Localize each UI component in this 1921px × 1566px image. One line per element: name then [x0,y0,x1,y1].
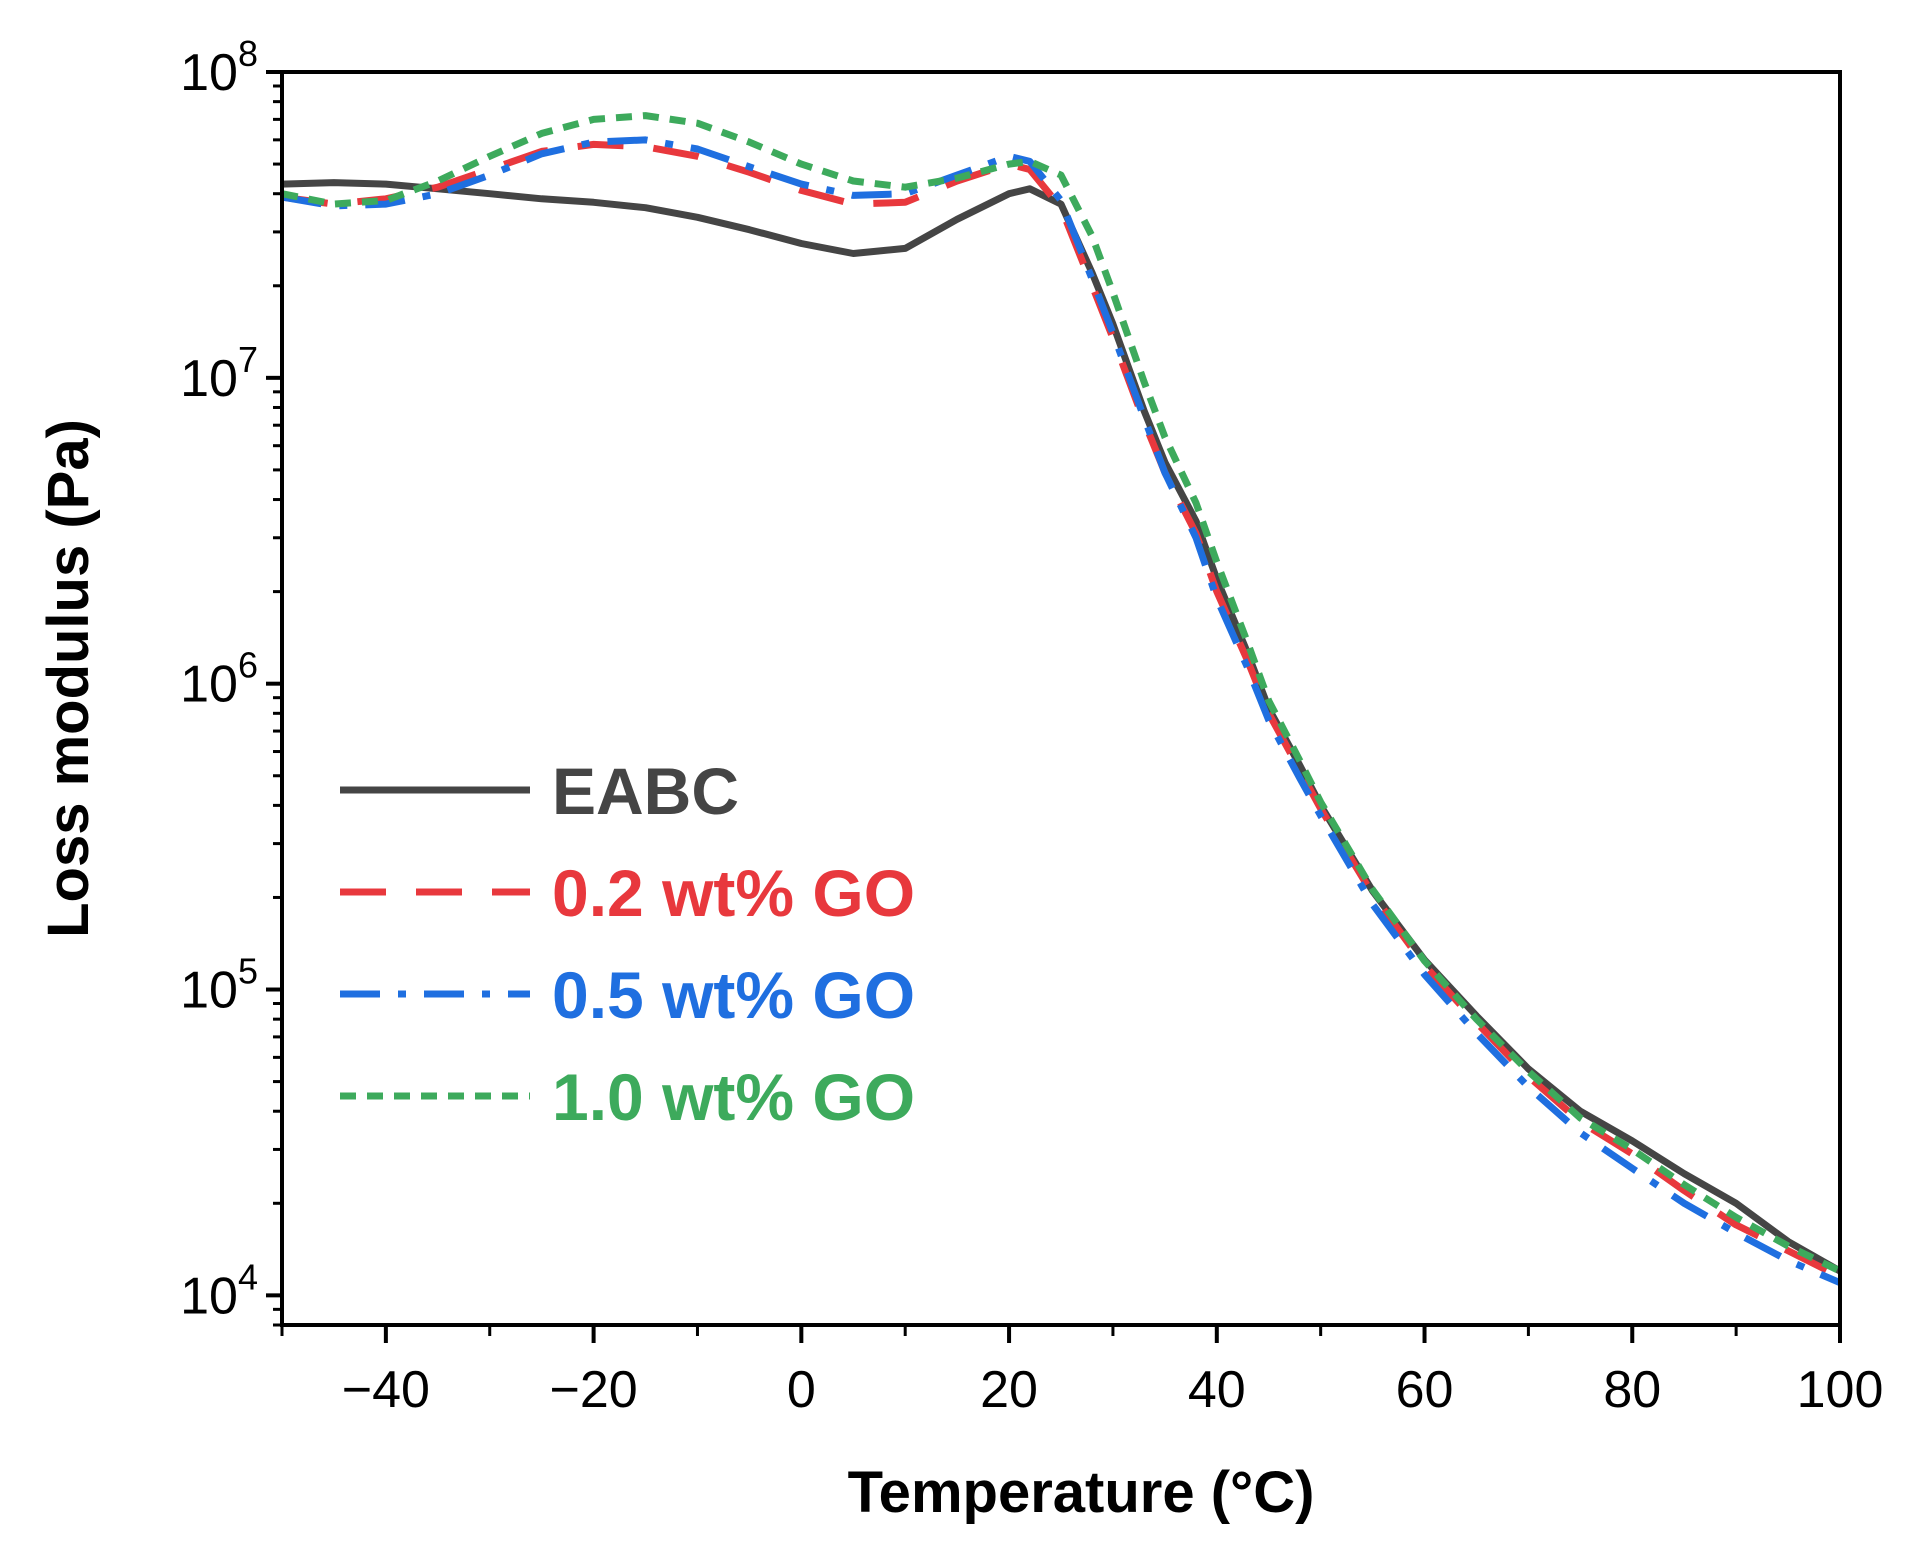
legend: EABC 0.2 wt% GO 0.5 wt% GO 1.0 wt% GO [340,754,915,1134]
x-tick-label: 80 [1603,1361,1661,1419]
tick-layer: −40 −20 0 20 40 60 80 100 104 105 106 107 108 [180,33,1883,1419]
y-tick-label: 107 [180,339,258,408]
legend-label-3: 0.5 wt% GO [552,958,915,1032]
x-tick-label: 20 [980,1361,1038,1419]
legend-label-2: 0.2 wt% GO [552,856,915,930]
x-tick-label: 100 [1797,1361,1884,1419]
x-tick-label: 0 [787,1361,816,1419]
y-tick-label: 106 [180,645,258,714]
y-axis-title: Loss modulus (Pa) [36,419,101,938]
legend-label-1: EABC [552,754,739,828]
y-tick-label: 105 [180,951,258,1020]
series-layer [281,112,1842,1286]
series-line-2 [281,140,1842,1280]
x-axis-title: Temperature (°C) [848,1460,1315,1525]
legend-label-4: 1.0 wt% GO [552,1060,915,1134]
y-tick-label: 104 [180,1256,258,1325]
x-tick-label: −40 [342,1361,430,1419]
x-tick-label: −20 [549,1361,637,1419]
x-tick-label: 40 [1188,1361,1246,1419]
series-line-4 [281,112,1842,1275]
y-tick-label: 108 [180,33,258,102]
x-tick-label: 60 [1396,1361,1454,1419]
